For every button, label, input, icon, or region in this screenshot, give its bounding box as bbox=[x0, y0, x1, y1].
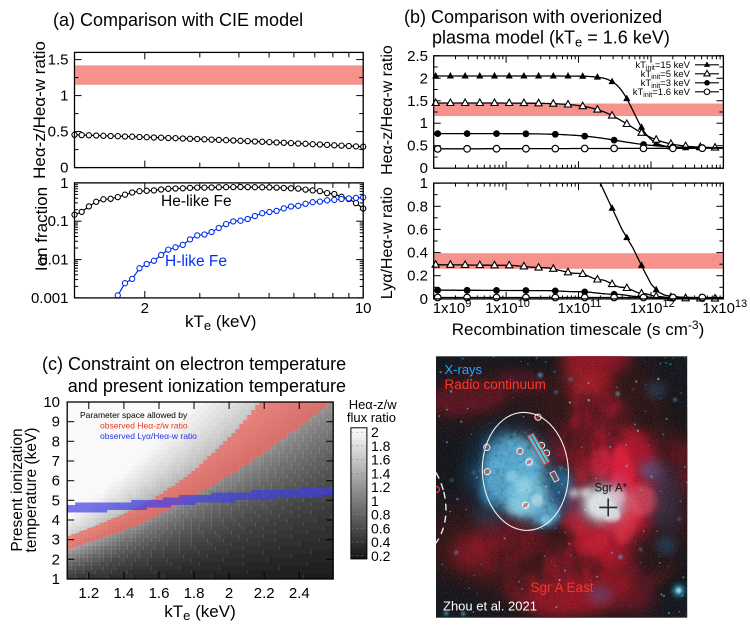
svg-text:1: 1 bbox=[420, 115, 428, 132]
svg-text:1: 1 bbox=[52, 571, 60, 588]
svg-text:0: 0 bbox=[420, 160, 428, 177]
svg-text:1: 1 bbox=[420, 175, 428, 192]
svg-text:0.4: 0.4 bbox=[407, 245, 428, 262]
svg-text:Radio continuum: Radio continuum bbox=[445, 377, 546, 392]
svg-text:Heα-z/Heα-w ratio: Heα-z/Heα-w ratio bbox=[30, 41, 49, 179]
svg-text:1.4: 1.4 bbox=[371, 465, 391, 481]
svg-text:1.2: 1.2 bbox=[371, 479, 391, 495]
svg-text:2: 2 bbox=[52, 551, 60, 568]
svg-text:(a) Comparison with CIE model: (a) Comparison with CIE model bbox=[53, 10, 303, 30]
svg-text:H-like Fe: H-like Fe bbox=[165, 253, 227, 270]
svg-text:Ion fraction: Ion fraction bbox=[32, 187, 51, 271]
svg-text:0: 0 bbox=[420, 291, 428, 308]
svg-text:X-rays: X-rays bbox=[445, 362, 483, 377]
svg-text:and present ionization tempera: and present ionization temperature bbox=[68, 376, 346, 396]
svg-text:0.1: 0.1 bbox=[48, 213, 69, 230]
svg-text:observed Lyα/Heα-w ratio: observed Lyα/Heα-w ratio bbox=[100, 431, 197, 441]
svg-text:9: 9 bbox=[52, 414, 60, 431]
svg-text:He-like Fe: He-like Fe bbox=[161, 193, 232, 210]
svg-text:0.2: 0.2 bbox=[407, 268, 428, 285]
svg-text:1.4: 1.4 bbox=[113, 585, 134, 602]
svg-text:kTe (keV): kTe (keV) bbox=[164, 602, 235, 623]
svg-text:10: 10 bbox=[355, 300, 372, 317]
svg-text:observed Heα-z/w ratio: observed Heα-z/w ratio bbox=[100, 421, 188, 431]
svg-text:Lyα/Heα-w ratio: Lyα/Heα-w ratio bbox=[379, 187, 396, 299]
svg-text:2.2: 2.2 bbox=[254, 585, 275, 602]
svg-text:2.5: 2.5 bbox=[407, 48, 428, 65]
svg-text:2: 2 bbox=[420, 70, 428, 87]
svg-text:Present ionization: Present ionization bbox=[9, 428, 26, 551]
svg-text:0.4: 0.4 bbox=[371, 534, 391, 550]
svg-text:temperature (keV): temperature (keV) bbox=[23, 428, 40, 553]
svg-text:1: 1 bbox=[371, 493, 379, 509]
svg-text:0.001: 0.001 bbox=[31, 290, 69, 307]
svg-text:2: 2 bbox=[141, 300, 149, 317]
svg-text:Heα-z/w: Heα-z/w bbox=[349, 397, 398, 412]
svg-text:1: 1 bbox=[60, 175, 68, 192]
svg-text:1.8: 1.8 bbox=[371, 438, 391, 454]
svg-text:Sgr A East: Sgr A East bbox=[531, 580, 594, 595]
svg-text:0.5: 0.5 bbox=[407, 138, 428, 155]
svg-text:Parameter space allowed by: Parameter space allowed by bbox=[80, 410, 188, 420]
svg-text:1.6: 1.6 bbox=[149, 585, 170, 602]
svg-text:(b) Comparison with overionize: (b) Comparison with overionized bbox=[404, 7, 662, 27]
svg-text:1: 1 bbox=[60, 88, 68, 105]
svg-text:0.8: 0.8 bbox=[407, 198, 428, 215]
svg-text:plasma model (kTe = 1.6 keV): plasma model (kTe = 1.6 keV) bbox=[432, 28, 670, 50]
svg-text:4: 4 bbox=[52, 512, 60, 529]
svg-text:0.6: 0.6 bbox=[371, 520, 391, 536]
svg-text:Heα-z/Heα-w ratio: Heα-z/Heα-w ratio bbox=[379, 45, 396, 175]
svg-text:5: 5 bbox=[52, 492, 60, 509]
svg-text:Recombination timescale (s cm-: Recombination timescale (s cm-3) bbox=[452, 318, 705, 339]
svg-text:Sgr A*: Sgr A* bbox=[595, 483, 628, 495]
svg-text:6: 6 bbox=[52, 473, 60, 490]
svg-text:0.5: 0.5 bbox=[48, 124, 69, 141]
svg-text:3: 3 bbox=[52, 532, 60, 549]
svg-text:(c) Constraint on electron tem: (c) Constraint on electron temperature bbox=[42, 354, 346, 374]
svg-text:Zhou et al. 2021: Zhou et al. 2021 bbox=[443, 599, 537, 614]
svg-text:8: 8 bbox=[52, 433, 60, 450]
svg-text:1x109: 1x109 bbox=[433, 298, 472, 317]
svg-text:kTinit=1.6 keV: kTinit=1.6 keV bbox=[633, 87, 691, 99]
svg-text:10: 10 bbox=[43, 394, 60, 411]
svg-text:1.2: 1.2 bbox=[78, 585, 99, 602]
svg-text:flux ratio: flux ratio bbox=[347, 410, 396, 425]
svg-text:0.8: 0.8 bbox=[371, 507, 391, 523]
svg-text:2: 2 bbox=[225, 585, 233, 602]
svg-text:0.2: 0.2 bbox=[371, 548, 391, 564]
svg-text:kTe (keV): kTe (keV) bbox=[185, 312, 256, 333]
svg-text:1.8: 1.8 bbox=[184, 585, 205, 602]
svg-text:7: 7 bbox=[52, 453, 60, 470]
svg-text:1.6: 1.6 bbox=[371, 452, 391, 468]
svg-text:0.6: 0.6 bbox=[407, 221, 428, 238]
svg-text:2.4: 2.4 bbox=[289, 585, 310, 602]
svg-text:1.5: 1.5 bbox=[48, 52, 69, 69]
svg-text:1.5: 1.5 bbox=[407, 93, 428, 110]
svg-text:0.01: 0.01 bbox=[39, 252, 68, 269]
svg-text:0: 0 bbox=[60, 160, 68, 177]
svg-text:2: 2 bbox=[371, 424, 379, 440]
